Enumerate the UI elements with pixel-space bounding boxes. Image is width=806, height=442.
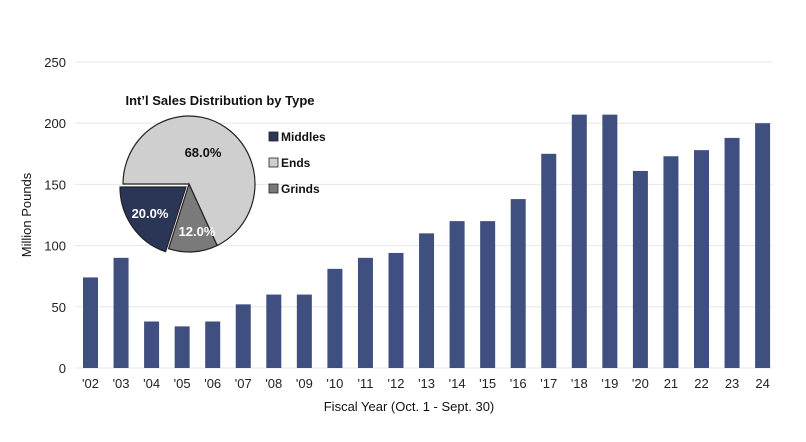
x-tick-label: '09 xyxy=(296,376,313,391)
x-tick-label: '20 xyxy=(632,376,649,391)
bar xyxy=(632,170,648,368)
bar xyxy=(724,137,740,368)
bar xyxy=(694,150,709,368)
legend-swatch-ends xyxy=(268,157,279,168)
bar xyxy=(235,304,251,368)
legend-label-grinds: Grinds xyxy=(281,182,320,196)
x-tick-label: '10 xyxy=(326,376,343,391)
bar xyxy=(357,257,373,368)
x-axis-ticks: '02 '03 '04 '05 '06 '07 '08 '09 '10 '11 '12 '13 '14 '… xyxy=(82,376,770,391)
x-tick-label: '15 xyxy=(479,376,496,391)
legend-swatch-grinds xyxy=(268,183,279,194)
y-tick-label: 0 xyxy=(59,361,66,376)
x-tick-label: 24 xyxy=(755,376,769,391)
legend-swatch-middles xyxy=(268,131,279,142)
legend-label-ends: Ends xyxy=(281,156,311,170)
bar xyxy=(663,156,679,368)
bar xyxy=(205,321,221,368)
y-axis-ticks: 0 50 100 150 200 250 xyxy=(44,55,66,376)
bar xyxy=(144,321,160,368)
pie-chart: Int’l Sales Distribution by Type 20.0% 68… xyxy=(106,88,336,253)
pie-legend: Middles Ends Grinds xyxy=(268,130,326,196)
x-tick-label: '07 xyxy=(235,376,252,391)
bar xyxy=(602,114,618,368)
x-tick-label: '16 xyxy=(510,376,527,391)
y-tick-label: 100 xyxy=(44,239,66,254)
bar xyxy=(327,268,343,368)
pie-title: Int’l Sales Distribution by Type xyxy=(125,93,314,108)
bar xyxy=(755,123,771,368)
x-tick-label: '14 xyxy=(449,376,466,391)
bar xyxy=(83,277,98,368)
x-tick-label: 21 xyxy=(664,376,678,391)
bar xyxy=(449,221,465,368)
x-tick-label: '19 xyxy=(601,376,618,391)
x-tick-label: '11 xyxy=(357,376,373,391)
x-tick-label: '13 xyxy=(418,376,435,391)
bar xyxy=(113,257,129,368)
x-tick-label: '03 xyxy=(113,376,130,391)
bar xyxy=(174,326,190,368)
x-tick-label: '04 xyxy=(143,376,160,391)
bar xyxy=(266,294,282,368)
x-tick-label: 23 xyxy=(725,376,739,391)
x-tick-label: '17 xyxy=(540,376,557,391)
x-tick-label: 22 xyxy=(694,376,708,391)
x-tick-label: '02 xyxy=(82,376,99,391)
y-tick-label: 150 xyxy=(44,177,66,192)
legend-label-middles: Middles xyxy=(281,130,326,144)
y-tick-label: 50 xyxy=(52,300,66,315)
x-tick-label: '08 xyxy=(265,376,282,391)
bars xyxy=(83,114,771,368)
x-tick-label: '06 xyxy=(204,376,221,391)
bar xyxy=(541,153,557,368)
pie-slice-grinds xyxy=(167,182,218,253)
bar xyxy=(419,233,435,368)
x-tick-label: '05 xyxy=(174,376,191,391)
bar xyxy=(480,221,496,368)
y-axis-title: Million Pounds xyxy=(19,172,34,257)
pie-slice-ends xyxy=(122,115,256,247)
bar xyxy=(510,199,526,368)
x-tick-label: '12 xyxy=(388,376,405,391)
y-tick-label: 200 xyxy=(44,116,66,131)
pie-slice-middles xyxy=(119,186,187,253)
bar xyxy=(571,114,587,368)
x-axis-title: Fiscal Year (Oct. 1 - Sept. 30) xyxy=(324,399,495,414)
pie-label-ends: 68.0% xyxy=(185,145,222,160)
bar xyxy=(388,252,404,368)
bar xyxy=(296,294,312,368)
pie-label-grinds: 12.0% xyxy=(179,224,216,239)
x-tick-label: '18 xyxy=(571,376,588,391)
pie-label-middles: 20.0% xyxy=(132,206,169,221)
y-tick-label: 250 xyxy=(44,55,66,70)
